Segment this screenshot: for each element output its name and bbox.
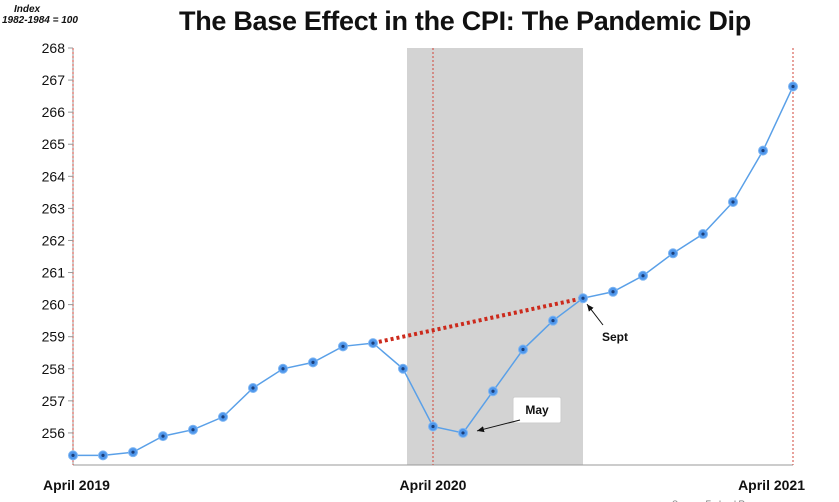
y-axis-label-line2: 1982-1984 = 100 [2, 15, 78, 26]
y-tick-label-256: 256 [42, 425, 66, 441]
data-point-center-23 [761, 149, 765, 153]
data-point-center-7 [281, 367, 285, 371]
x-tick-label-0: April 2019 [43, 477, 110, 493]
data-point-center-9 [341, 344, 345, 348]
data-point-center-15 [521, 347, 525, 352]
data-point-center-3 [161, 434, 165, 438]
data-point-center-13 [461, 431, 465, 435]
x-tick-label-1: April 2020 [400, 477, 467, 493]
y-axis-label: Index 1982-1984 = 100 [2, 4, 78, 26]
data-point-center-20 [671, 251, 675, 255]
annotation-box-0 [512, 396, 562, 424]
y-tick-label-259: 259 [42, 329, 66, 345]
y-tick-label-267: 267 [42, 72, 66, 88]
data-point-center-21 [701, 232, 705, 236]
data-point-center-12 [431, 424, 435, 429]
y-tick-label-264: 264 [42, 168, 66, 184]
annotation-label-1: Sept [602, 330, 628, 344]
y-axis-label-line1: Index [14, 4, 41, 15]
source-note: Source: Federal Reserve [672, 499, 772, 502]
y-tick-label-258: 258 [42, 361, 66, 377]
annotation-label-0: May [525, 403, 549, 417]
data-point-center-10 [371, 341, 375, 345]
y-tick-label-268: 268 [42, 40, 66, 56]
data-point-center-19 [641, 274, 645, 278]
y-tick-label-262: 262 [42, 232, 66, 248]
data-point-center-4 [191, 428, 195, 432]
data-point-center-0 [71, 453, 75, 457]
annotation-box-1 [590, 322, 638, 350]
data-point-center-2 [131, 450, 135, 454]
data-point-center-22 [731, 200, 735, 204]
y-tick-label-261: 261 [42, 265, 66, 281]
data-point-center-24 [791, 84, 795, 89]
data-point-center-11 [401, 367, 405, 371]
annotation-arrow-1 [586, 303, 604, 326]
data-point-center-6 [251, 386, 255, 390]
y-tick-label-266: 266 [42, 104, 66, 120]
data-point-center-14 [491, 389, 495, 393]
data-point-center-17 [581, 296, 585, 300]
y-tick-label-257: 257 [42, 393, 66, 409]
y-tick-label-265: 265 [42, 136, 66, 152]
data-point-center-18 [611, 290, 615, 294]
y-tick-label-263: 263 [42, 200, 66, 216]
data-point-center-1 [101, 453, 105, 457]
chart-title: The Base Effect in the CPI: The Pandemic… [179, 6, 751, 36]
y-tick-label-260: 260 [42, 297, 66, 313]
data-point-center-5 [221, 415, 225, 419]
annotation-arrow-0 [476, 419, 521, 433]
x-tick-label-2: April 2021 [738, 477, 805, 493]
data-point-center-16 [551, 319, 555, 323]
data-point-center-8 [311, 360, 315, 364]
